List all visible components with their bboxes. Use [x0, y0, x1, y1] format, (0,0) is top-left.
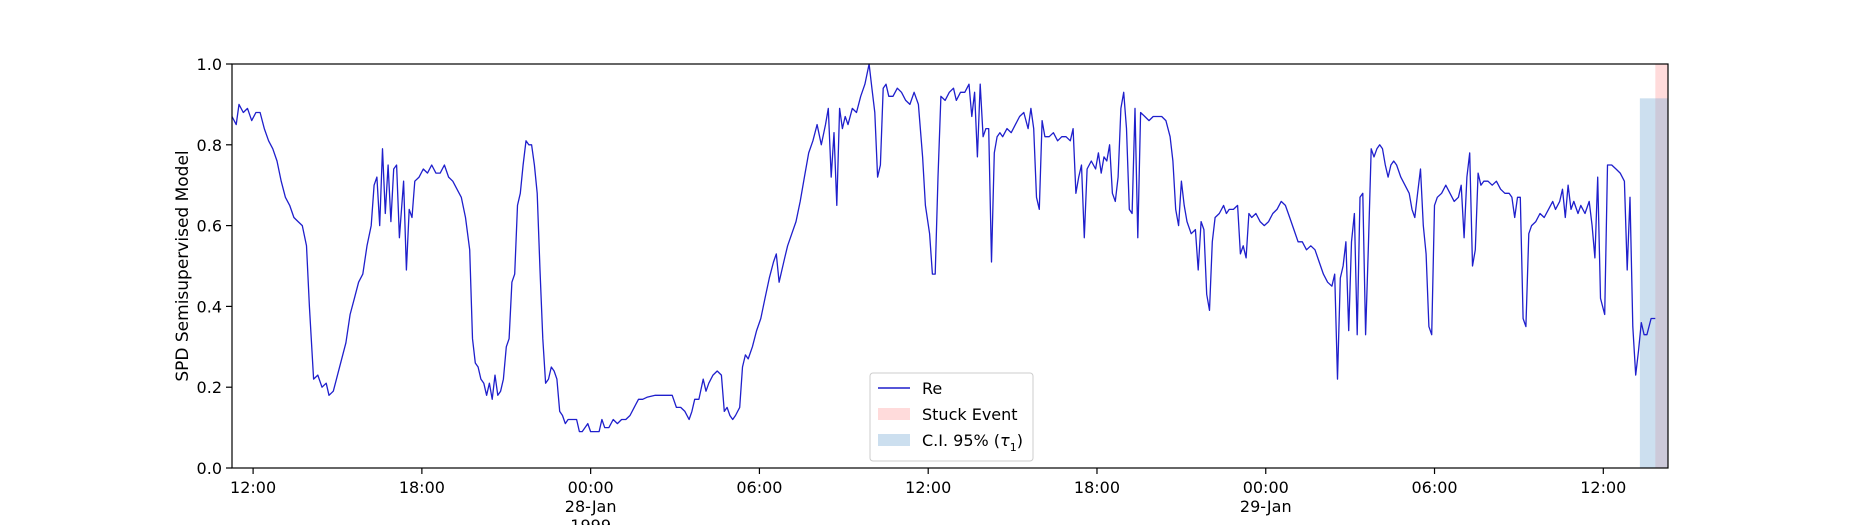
shaded-region-1: [1639, 98, 1668, 468]
y-tick-label: 0.2: [197, 378, 222, 397]
x-tick-label: 12:00: [1580, 478, 1626, 497]
x-tick-label: 28-Jan: [565, 497, 617, 516]
series-line-0: [231, 63, 1656, 433]
y-axis-label: SPD Semisupervised Model: [173, 150, 193, 381]
series-lines: [231, 63, 1656, 433]
x-tick-label: 12:00: [905, 478, 951, 497]
x-tick-label: 00:00: [1243, 478, 1289, 497]
y-tick-label: 0.4: [197, 297, 222, 316]
y-tick-label: 0.8: [197, 136, 222, 155]
y-tick-label: 0.0: [197, 459, 222, 478]
y-tick-label: 0.6: [197, 217, 222, 236]
legend-patch-swatch: [878, 434, 910, 446]
x-tick-label: 18:00: [1074, 478, 1120, 497]
x-tick-label: 1999: [570, 516, 611, 525]
x-tick-label: 06:00: [1411, 478, 1457, 497]
x-tick-label: 06:00: [736, 478, 782, 497]
x-tick-label: 29-Jan: [1240, 497, 1292, 516]
x-tick-label: 00:00: [568, 478, 614, 497]
legend-label: C.I. 95% (τ1): [922, 431, 1023, 454]
shaded-regions: [1639, 64, 1668, 468]
legend-label: Re: [922, 379, 942, 398]
legend: Re Stuck Event C.I. 95% (τ1): [869, 372, 1034, 462]
legend-box: [869, 372, 1034, 462]
x-tick-label: 18:00: [399, 478, 445, 497]
y-axis: 0.0 0.2 0.4 0.6 0.8 1.0: [197, 55, 232, 478]
y-tick-label: 1.0: [197, 55, 222, 74]
legend-label: Stuck Event: [922, 405, 1018, 424]
shaded-region-0: [1655, 64, 1668, 468]
x-axis: 12:0018:0000:0028-Jan199906:0012:0018:00…: [230, 468, 1626, 529]
legend-patch-swatch: [878, 408, 910, 420]
x-tick-label: 12:00: [230, 478, 276, 497]
plot-frame: [231, 63, 1669, 469]
